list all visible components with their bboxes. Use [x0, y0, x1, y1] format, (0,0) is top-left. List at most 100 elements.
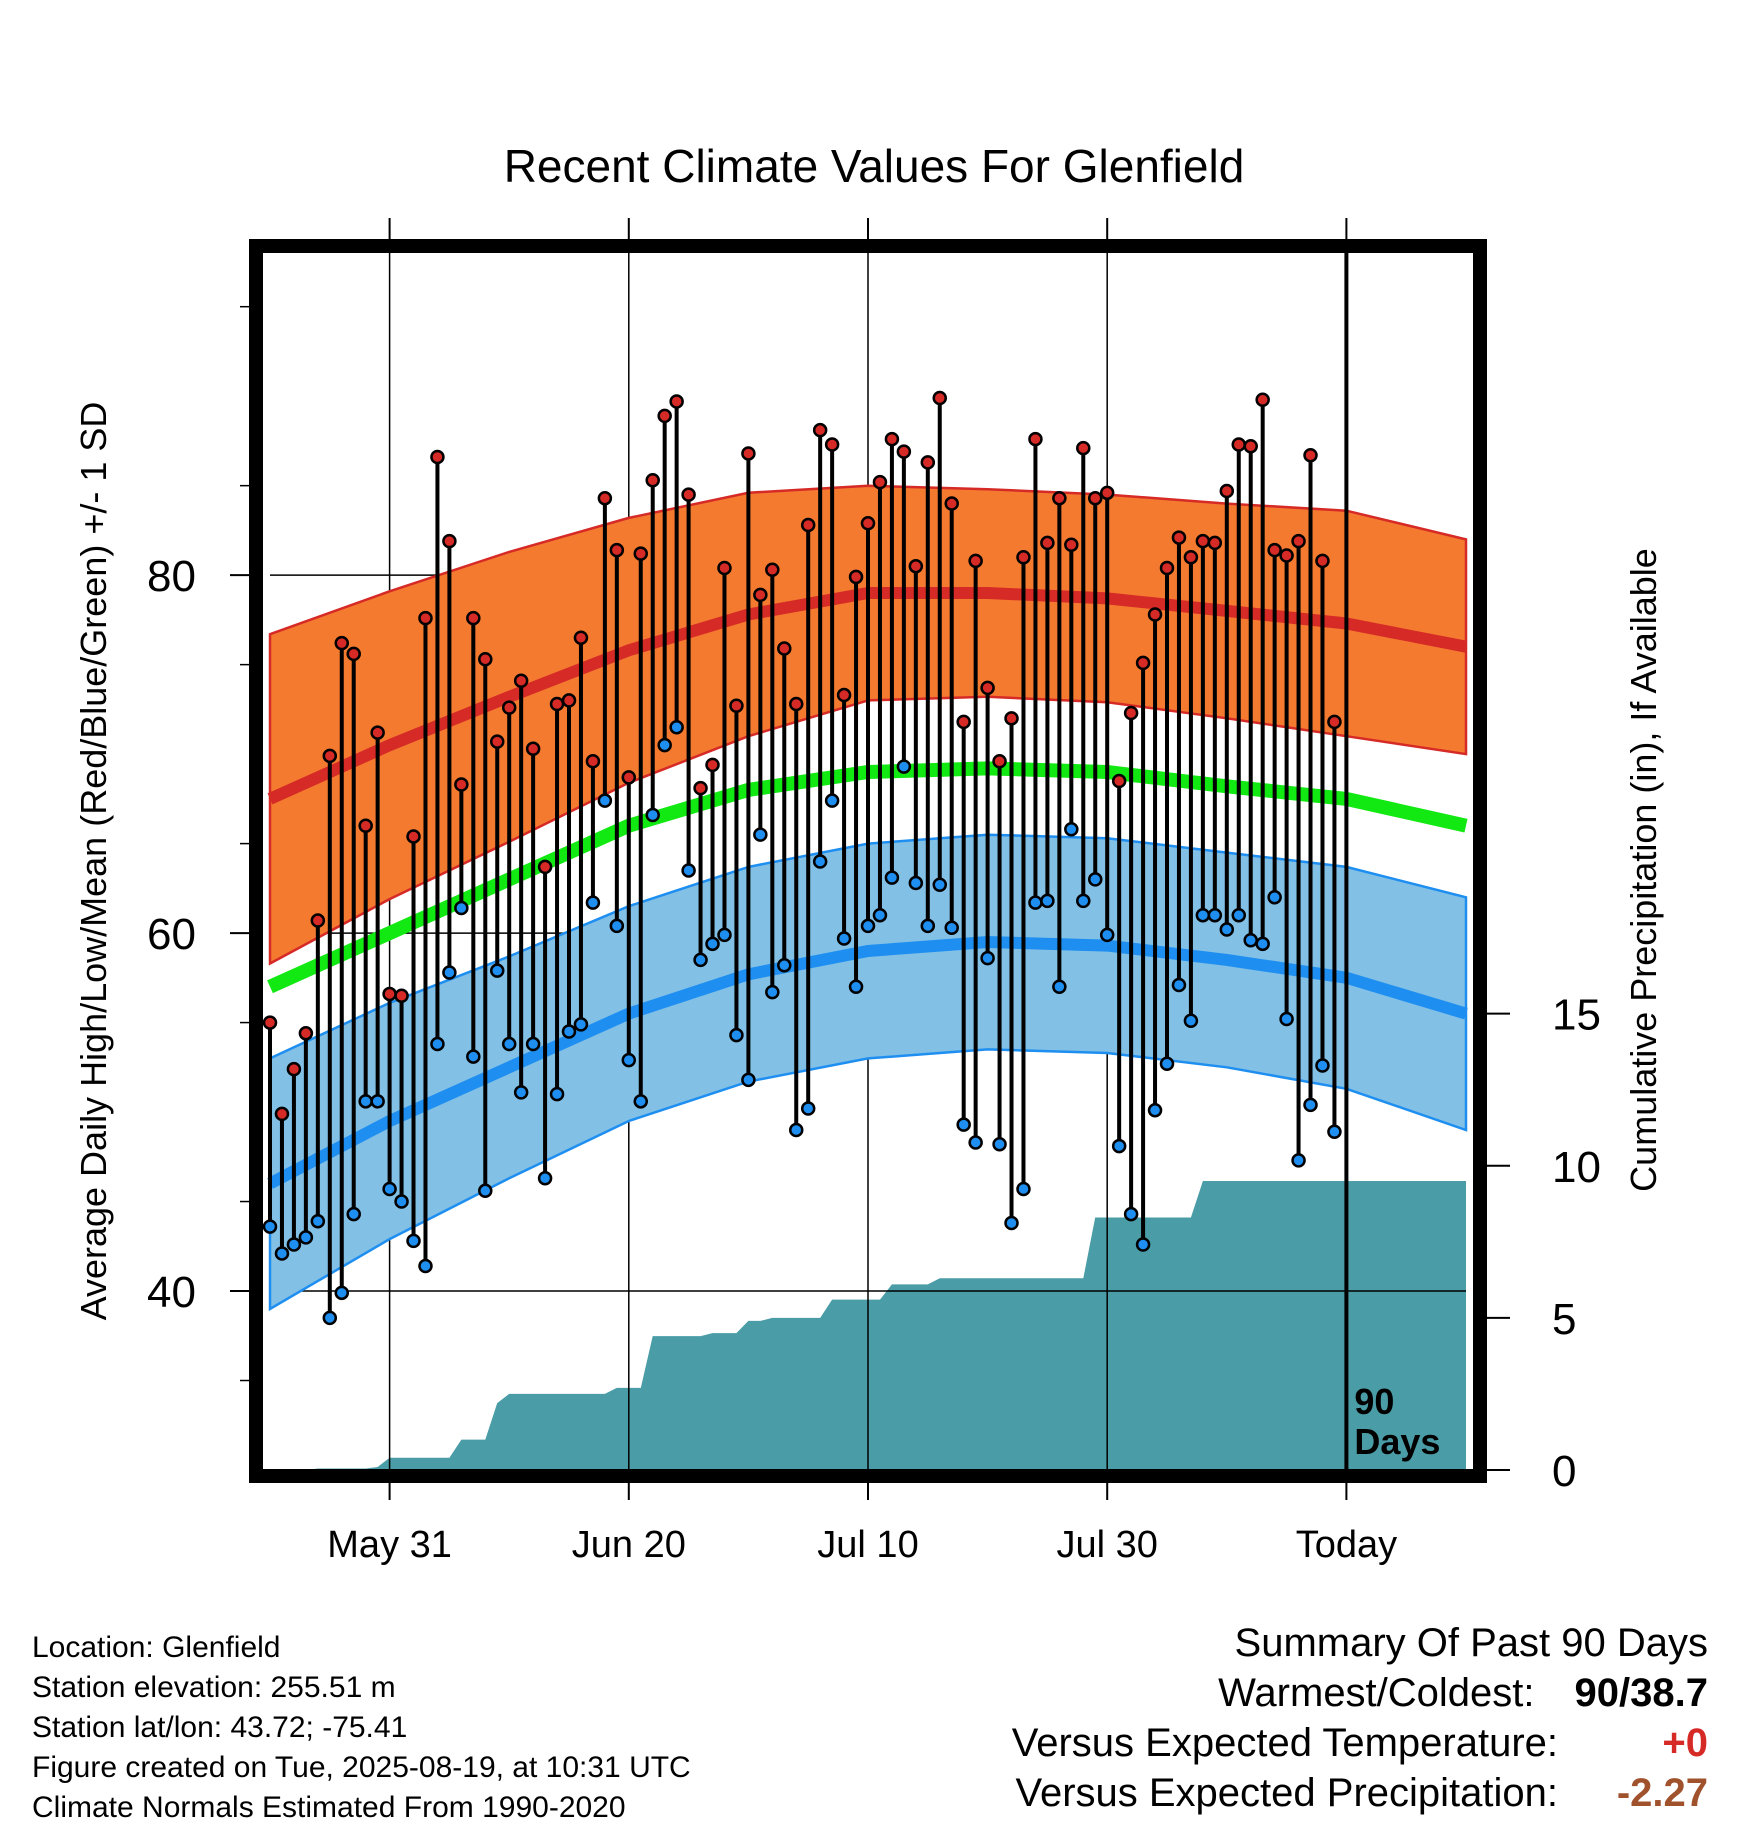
daily-low-point	[884, 870, 900, 885]
daily-low-point	[1291, 1153, 1306, 1168]
daily-low-point	[860, 918, 876, 934]
y2-tick-label: 10	[1552, 1143, 1601, 1192]
daily-high-point	[430, 449, 445, 465]
daily-low-point	[1040, 893, 1055, 909]
daily-high-point	[765, 562, 780, 578]
daily-high-point	[705, 757, 720, 773]
daily-low-point	[633, 1094, 649, 1109]
daily-low-point	[525, 1036, 541, 1052]
x-axis-label: Day	[842, 1592, 906, 1600]
daily-low-point	[980, 950, 995, 966]
daily-low-point	[753, 827, 768, 842]
daily-low-point	[358, 1094, 373, 1109]
daily-high-point	[920, 455, 936, 470]
daily-low-point	[394, 1194, 409, 1209]
daily-high-point	[1219, 483, 1235, 499]
daily-high-point	[549, 696, 565, 712]
low-normal-line	[267, 935, 1468, 1189]
daily-high-point	[322, 748, 338, 764]
daily-low-point	[669, 720, 684, 735]
precip-label: Versus Expected Precipitation:	[1015, 1771, 1558, 1815]
daily-low-point	[1171, 977, 1187, 993]
daily-low-point	[896, 759, 912, 774]
daily-low-point	[1267, 890, 1282, 905]
temp-label: Versus Expected Temperature:	[1011, 1721, 1558, 1765]
daily-low-point	[645, 807, 660, 823]
daily-low-point	[1028, 895, 1043, 910]
daily-high-point	[561, 693, 577, 708]
daily-low-point	[1183, 1013, 1199, 1029]
daily-low-point	[1016, 1181, 1031, 1197]
x-tick-label: Today	[1296, 1524, 1397, 1566]
daily-low-point	[489, 963, 505, 978]
daily-low-point	[848, 979, 864, 995]
daily-high-point	[884, 431, 900, 447]
daily-low-point	[812, 854, 828, 869]
daily-high-point	[944, 496, 959, 511]
daily-high-point	[812, 422, 828, 438]
daily-high-point	[741, 446, 756, 461]
daily-low-point	[992, 1137, 1007, 1152]
daily-low-point	[370, 1094, 385, 1109]
daily-high-point	[513, 673, 529, 688]
daily-high-point	[1303, 447, 1318, 463]
y2-tick-label: 5	[1552, 1295, 1576, 1344]
summary-precip: Versus Expected Precipitation: -2.27	[1012, 1768, 1708, 1818]
daily-high-point	[501, 700, 517, 715]
daily-high-point	[1099, 485, 1115, 501]
daily-high-point	[1052, 490, 1067, 506]
daily-high-point	[1243, 439, 1258, 454]
daily-high-point	[310, 913, 326, 928]
daily-low-point	[944, 920, 959, 935]
chart-title: Recent Climate Values For Glenfield	[504, 140, 1245, 192]
daily-low-point	[1207, 907, 1223, 923]
daily-low-point	[346, 1206, 361, 1222]
daily-high-point	[358, 818, 373, 833]
daily-high-point	[346, 646, 361, 662]
daily-high-point	[621, 770, 637, 785]
daily-low-point	[1052, 979, 1067, 995]
daily-high-point	[1159, 560, 1175, 576]
daily-high-point	[908, 558, 924, 574]
daily-high-point	[1123, 705, 1139, 721]
station-info: Location: Glenfield Station elevation: 2…	[32, 1628, 691, 1828]
daily-low-point	[1147, 1103, 1163, 1118]
daily-high-point	[1016, 550, 1031, 565]
daily-low-point	[968, 1135, 983, 1150]
daily-high-point	[286, 1061, 302, 1077]
daily-low-point	[1231, 907, 1247, 923]
daily-high-point	[262, 1015, 278, 1030]
summary-panel: Summary Of Past 90 Days Warmest/Coldest:…	[1012, 1618, 1708, 1818]
daily-low-point	[382, 1181, 397, 1197]
daily-high-point	[585, 754, 601, 769]
daily-low-point	[788, 1122, 804, 1138]
daily-high-point	[1111, 773, 1127, 789]
daily-high-point	[573, 630, 589, 646]
daily-high-point	[1183, 550, 1199, 565]
daily-low-point	[705, 936, 720, 952]
daily-low-point	[334, 1285, 350, 1301]
daily-low-point	[1303, 1097, 1318, 1113]
warm-cold-label: Warmest/Coldest:	[1218, 1671, 1535, 1715]
daily-low-point	[310, 1213, 326, 1229]
daily-low-point	[908, 875, 924, 891]
daily-high-point	[1028, 431, 1043, 447]
daily-high-point	[932, 390, 948, 406]
daily-low-point	[1099, 927, 1115, 943]
daily-low-point	[729, 1027, 744, 1043]
daily-high-point	[1040, 535, 1055, 551]
daily-high-point	[334, 635, 350, 651]
daily-low-point	[1315, 1058, 1330, 1073]
daily-low-point	[1159, 1056, 1175, 1071]
daily-low-point	[1279, 1011, 1294, 1027]
daily-low-point	[597, 793, 613, 808]
daily-low-point	[836, 931, 852, 946]
daily-high-point	[1087, 490, 1103, 506]
daily-high-point	[382, 986, 397, 1002]
daily-high-point	[1315, 553, 1330, 569]
daily-low-point	[741, 1072, 756, 1088]
daily-high-point	[800, 517, 816, 533]
elevation-text: Station elevation: 255.51 m	[32, 1671, 396, 1704]
daily-low-point	[454, 900, 469, 916]
daily-low-point	[286, 1237, 302, 1252]
